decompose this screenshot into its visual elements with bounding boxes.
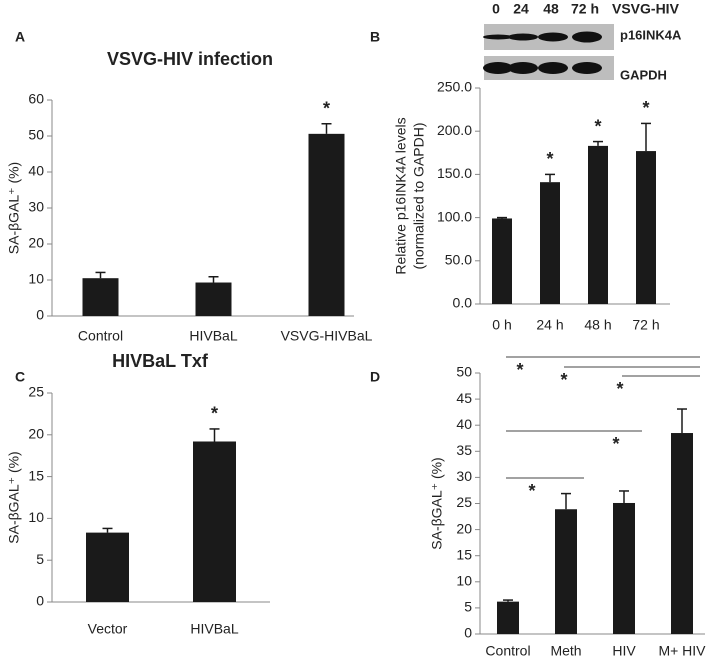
y-tick-label: 25	[28, 384, 44, 400]
y-tick-label: 10	[456, 573, 472, 589]
y-tick-label: 50	[28, 127, 44, 143]
bar	[492, 218, 512, 304]
bar	[671, 433, 693, 634]
y-tick-label: 50	[456, 364, 472, 380]
y-tick-label: 45	[456, 390, 472, 406]
chart-title: HIVBaL Txf	[112, 351, 209, 371]
y-tick-label: 30	[456, 468, 472, 484]
y-tick-label: 20	[456, 520, 472, 536]
blot-band	[572, 31, 602, 43]
significance-marker: *	[211, 404, 218, 424]
blot-row-label: p16INK4A	[620, 27, 682, 42]
y-tick-label: 15	[456, 546, 472, 562]
blot-band	[483, 34, 513, 40]
x-tick-label: Control	[78, 328, 123, 344]
bar	[195, 282, 232, 316]
y-tick-label: 10	[28, 271, 44, 287]
blot-band	[538, 32, 568, 42]
y-tick-label: 20	[28, 426, 44, 442]
comparison-marker: *	[528, 481, 535, 501]
blot-band	[508, 33, 538, 41]
x-tick-label: 72 h	[632, 317, 659, 333]
bar	[308, 133, 345, 316]
x-tick-label: 48 h	[584, 317, 611, 333]
x-tick-label: Vector	[88, 621, 128, 637]
bar	[555, 509, 577, 634]
x-tick-label: VSVG-HIVBaL	[281, 328, 373, 344]
x-tick-label: HIVBaL	[190, 621, 238, 637]
panel-letter: C	[15, 369, 25, 385]
y-axis-label: Relative p16INK4A levels	[393, 117, 409, 274]
blot-lane-label: 48	[543, 1, 559, 17]
y-axis-label: SA-βGAL⁺ (%)	[6, 162, 22, 254]
x-tick-label: M+ HIV	[658, 643, 706, 659]
y-tick-label: 10	[28, 509, 44, 525]
significance-marker: *	[642, 98, 649, 118]
panel-letter: D	[370, 369, 380, 385]
y-tick-label: 30	[28, 199, 44, 215]
significance-marker: *	[323, 99, 330, 119]
panel-letter: A	[15, 29, 25, 45]
y-axis-label: SA-βGAL⁺ (%)	[6, 451, 22, 543]
y-tick-label: 200.0	[437, 122, 472, 138]
x-tick-label: Control	[485, 643, 530, 659]
y-tick-label: 0.0	[453, 295, 473, 311]
y-tick-label: 20	[28, 235, 44, 251]
blot-lane-label: 24	[513, 1, 529, 17]
blot-row-label: GAPDH	[620, 67, 667, 82]
bar	[636, 151, 656, 304]
bar	[86, 532, 129, 602]
y-tick-label: 60	[28, 91, 44, 107]
y-tick-label: 250.0	[437, 79, 472, 95]
x-tick-label: HIVBaL	[189, 328, 237, 344]
bar	[588, 145, 608, 304]
blot-band	[483, 62, 513, 74]
y-tick-label: 100.0	[437, 208, 472, 224]
comparison-marker: *	[516, 360, 523, 380]
comparison-marker: *	[616, 379, 623, 399]
x-tick-label: HIV	[612, 643, 636, 659]
y-tick-label: 50.0	[445, 252, 472, 268]
blot-band	[538, 62, 568, 74]
panel-letter: B	[370, 29, 380, 45]
y-tick-label: 15	[28, 467, 44, 483]
comparison-marker: *	[560, 370, 567, 390]
comparison-marker: *	[612, 434, 619, 454]
blot-band	[508, 62, 538, 74]
y-tick-label: 5	[36, 551, 44, 567]
y-tick-label: 0	[36, 307, 44, 323]
significance-marker: *	[546, 149, 553, 169]
bar	[193, 441, 236, 602]
blot-condition: VSVG-HIV	[612, 1, 680, 17]
y-tick-label: 0	[464, 625, 472, 641]
bar	[82, 278, 119, 316]
blot-lane-label: 0	[492, 1, 500, 17]
bar	[613, 502, 635, 634]
x-tick-label: Meth	[550, 643, 581, 659]
y-tick-label: 150.0	[437, 165, 472, 181]
x-tick-label: 24 h	[536, 317, 563, 333]
y-tick-label: 5	[464, 599, 472, 615]
bar	[497, 601, 519, 634]
chart-title: VSVG-HIV infection	[107, 49, 273, 69]
blot-lane-label: 72 h	[571, 1, 599, 17]
x-tick-label: 0 h	[492, 317, 511, 333]
blot-band	[572, 62, 602, 74]
y-tick-label: 35	[456, 442, 472, 458]
y-tick-label: 40	[456, 416, 472, 432]
y-tick-label: 40	[28, 163, 44, 179]
y-axis-label: (normalized to GAPDH)	[411, 122, 427, 269]
significance-marker: *	[594, 116, 601, 136]
y-tick-label: 25	[456, 494, 472, 510]
y-axis-label: SA-βGAL⁺ (%)	[429, 457, 445, 549]
y-tick-label: 0	[36, 593, 44, 609]
bar	[540, 182, 560, 304]
